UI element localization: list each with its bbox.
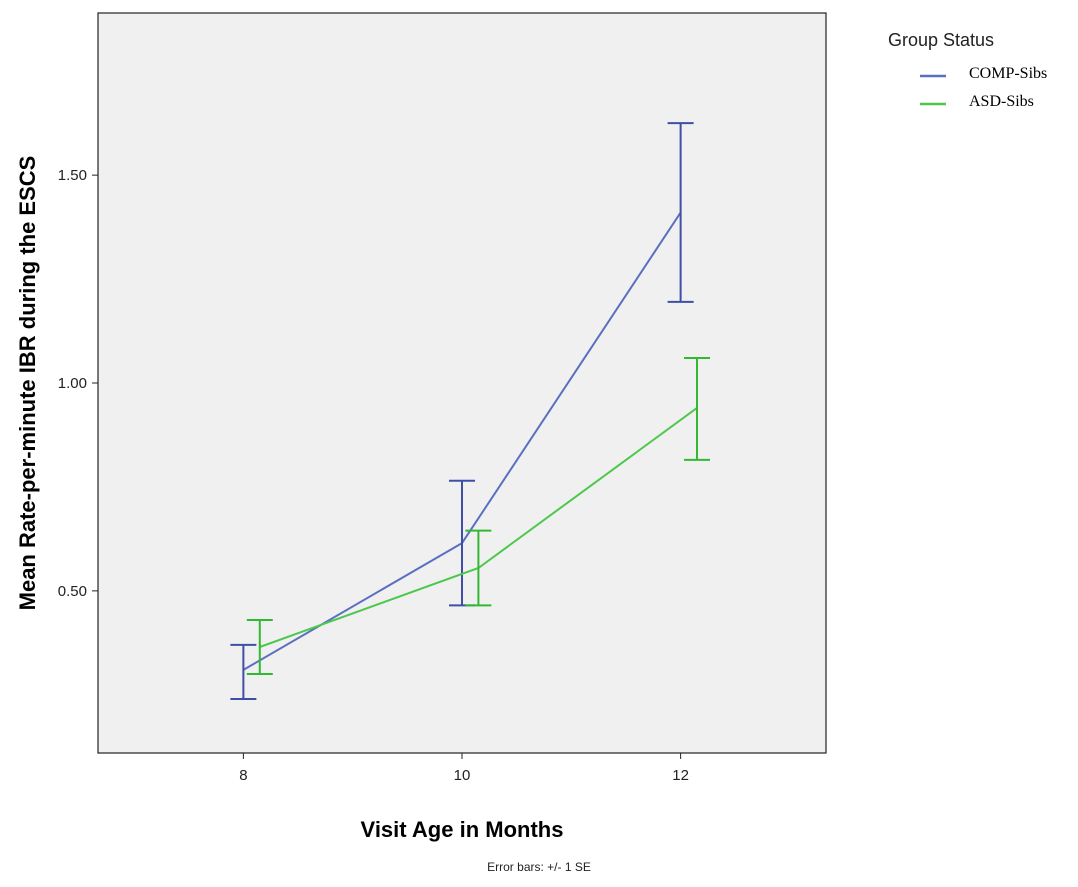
legend-title: Group Status <box>888 30 994 50</box>
x-tick-label: 8 <box>239 767 247 784</box>
x-tick-label: 10 <box>454 767 471 784</box>
error-bar <box>230 643 257 700</box>
legend-label: COMP-Sibs <box>969 65 1047 82</box>
x-axis-title: Visit Age in Months <box>361 817 564 842</box>
y-tick-label: 1.00 <box>58 375 87 392</box>
error-bar <box>667 122 694 303</box>
y-axis-title: Mean Rate-per-minute IBR during the ESCS <box>15 156 40 611</box>
x-tick-label: 12 <box>672 767 689 784</box>
error-bars-footnote: Error bars: +/- 1 SE <box>487 860 591 874</box>
legend-item: ASD-Sibs <box>920 93 1034 110</box>
plot-area <box>97 12 827 754</box>
y-tick-label: 1.50 <box>58 167 87 184</box>
y-tick-label: 0.50 <box>58 583 87 600</box>
legend: Group Status COMP-Sibs ASD-Sibs <box>888 30 1047 110</box>
error-bar <box>246 618 273 676</box>
error-bar <box>684 357 711 461</box>
series-layer <box>230 122 711 700</box>
axis-ticks: 8 10 12 0.50 1.00 1.50 <box>58 167 689 784</box>
error-bar <box>465 529 492 607</box>
series-asd-sibs <box>246 357 711 676</box>
legend-item: COMP-Sibs <box>920 65 1047 82</box>
legend-label: ASD-Sibs <box>969 93 1034 110</box>
